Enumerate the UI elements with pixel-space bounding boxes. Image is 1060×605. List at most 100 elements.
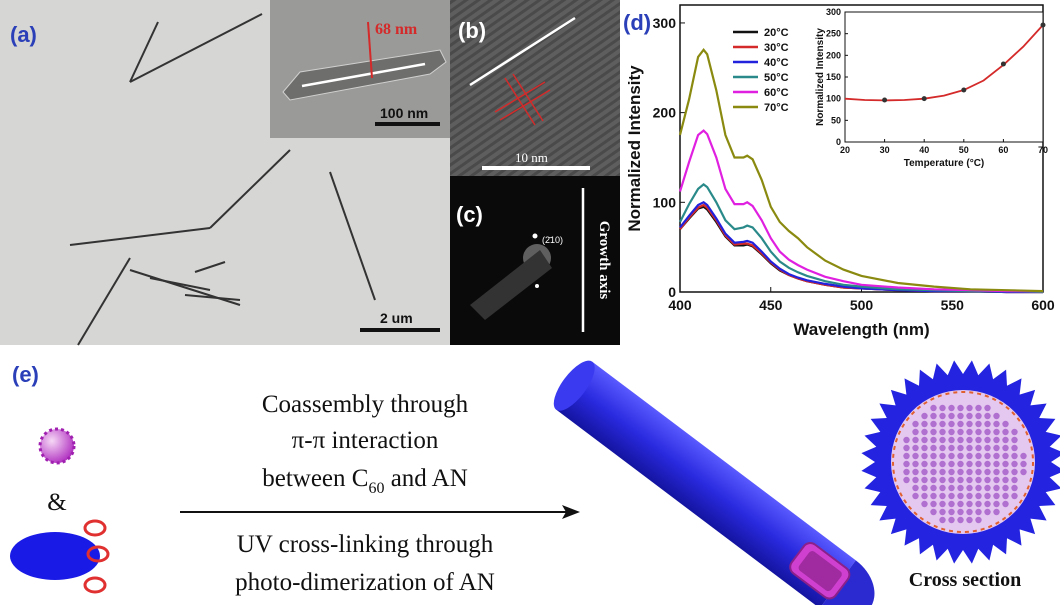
lattice-dot: [939, 421, 945, 427]
lattice-dot: [948, 445, 954, 451]
lattice-dot: [921, 493, 927, 499]
series-line: [680, 207, 1043, 292]
lattice-dot: [903, 469, 909, 475]
lattice-dot: [966, 421, 972, 427]
lattice-dot: [948, 509, 954, 515]
lattice-dot: [930, 509, 936, 515]
lattice-dot: [948, 461, 954, 467]
lattice-dot: [948, 469, 954, 475]
lattice-dot: [975, 477, 981, 483]
lattice-dot: [966, 437, 972, 443]
scale-label: 10 nm: [515, 150, 548, 165]
c60-icon: [40, 429, 74, 463]
lattice-dot: [939, 413, 945, 419]
lattice-dot: [912, 429, 918, 435]
y-axis-label: Normalized Intensity: [625, 65, 644, 232]
lattice-dot: [903, 453, 909, 459]
y-tick-label: 300: [653, 15, 677, 31]
lattice-dot: [939, 461, 945, 467]
lattice-dot: [975, 429, 981, 435]
lattice-dot: [1002, 493, 1008, 499]
y-tick-label: 0: [836, 137, 841, 147]
lattice-dot: [1011, 485, 1017, 491]
y-tick-label: 0: [668, 284, 676, 300]
lattice-dot: [930, 413, 936, 419]
lattice-dot: [993, 461, 999, 467]
lattice-dot: [966, 485, 972, 491]
lattice-dot: [993, 437, 999, 443]
lattice-dot: [930, 461, 936, 467]
lattice-dot: [912, 453, 918, 459]
lattice-dot: [993, 501, 999, 507]
lattice-dot: [912, 461, 918, 467]
lattice-dot: [1002, 429, 1008, 435]
lattice-dot: [984, 445, 990, 451]
lattice-dot: [912, 445, 918, 451]
lattice-dot: [1002, 469, 1008, 475]
lattice-dot: [957, 437, 963, 443]
lattice-dot: [930, 485, 936, 491]
x-tick-label: 30: [880, 145, 890, 155]
x-tick-label: 40: [919, 145, 929, 155]
lattice-dot: [957, 461, 963, 467]
lattice-dot: [1002, 477, 1008, 483]
lattice-dot: [930, 445, 936, 451]
x-tick-label: 550: [941, 297, 965, 313]
lattice-dot: [921, 445, 927, 451]
x-tick-label: 450: [759, 297, 783, 313]
lattice-dot: [957, 509, 963, 515]
panel-label: (c): [456, 202, 483, 227]
lattice-dot: [957, 501, 963, 507]
lattice-dot: [975, 453, 981, 459]
y-tick-label: 100: [826, 94, 841, 104]
spot: [533, 234, 538, 239]
lattice-dot: [1002, 461, 1008, 467]
legend-label: 50°C: [764, 72, 789, 84]
y-tick-label: 250: [826, 29, 841, 39]
point: [882, 97, 887, 102]
point: [1001, 62, 1006, 67]
lattice-dot: [984, 421, 990, 427]
x-axis-label: Wavelength (nm): [793, 320, 929, 339]
lattice-dot: [1002, 445, 1008, 451]
lattice-dot: [966, 461, 972, 467]
lattice-dot: [975, 517, 981, 523]
lattice-dot: [984, 501, 990, 507]
x-tick-label: 60: [998, 145, 1008, 155]
lattice-dot: [948, 493, 954, 499]
lattice-dot: [957, 429, 963, 435]
lattice-dot: [966, 413, 972, 419]
dimension-label: 68 nm: [375, 21, 418, 38]
series-line: [680, 202, 1043, 292]
step-text: between C60 and AN: [262, 465, 468, 497]
y-tick-label: 200: [826, 50, 841, 60]
lattice-dot: [984, 509, 990, 515]
lattice-dot: [939, 429, 945, 435]
lattice-dot: [912, 469, 918, 475]
lattice-dot: [921, 469, 927, 475]
lattice-dot: [939, 405, 945, 411]
subscript: 60: [368, 480, 384, 497]
lattice-dot: [912, 485, 918, 491]
lattice-dot: [984, 437, 990, 443]
lattice-dot: [939, 493, 945, 499]
point: [1041, 23, 1046, 28]
lattice-dot: [930, 493, 936, 499]
lattice-dot: [939, 509, 945, 515]
lattice-dot: [1020, 461, 1026, 467]
lattice-dot: [1002, 501, 1008, 507]
lattice-dot: [912, 477, 918, 483]
x-tick-label: 50: [959, 145, 969, 155]
lattice-dot: [984, 453, 990, 459]
lattice-dot: [921, 461, 927, 467]
lattice-dot: [993, 469, 999, 475]
lattice-dot: [957, 405, 963, 411]
lattice-dot: [975, 493, 981, 499]
text-part: and AN: [384, 465, 467, 492]
lattice-dot: [993, 429, 999, 435]
lattice-dot: [975, 501, 981, 507]
lattice-dot: [957, 477, 963, 483]
lattice-dot: [966, 493, 972, 499]
caption: Cross section: [909, 569, 1021, 591]
lattice-dot: [993, 421, 999, 427]
